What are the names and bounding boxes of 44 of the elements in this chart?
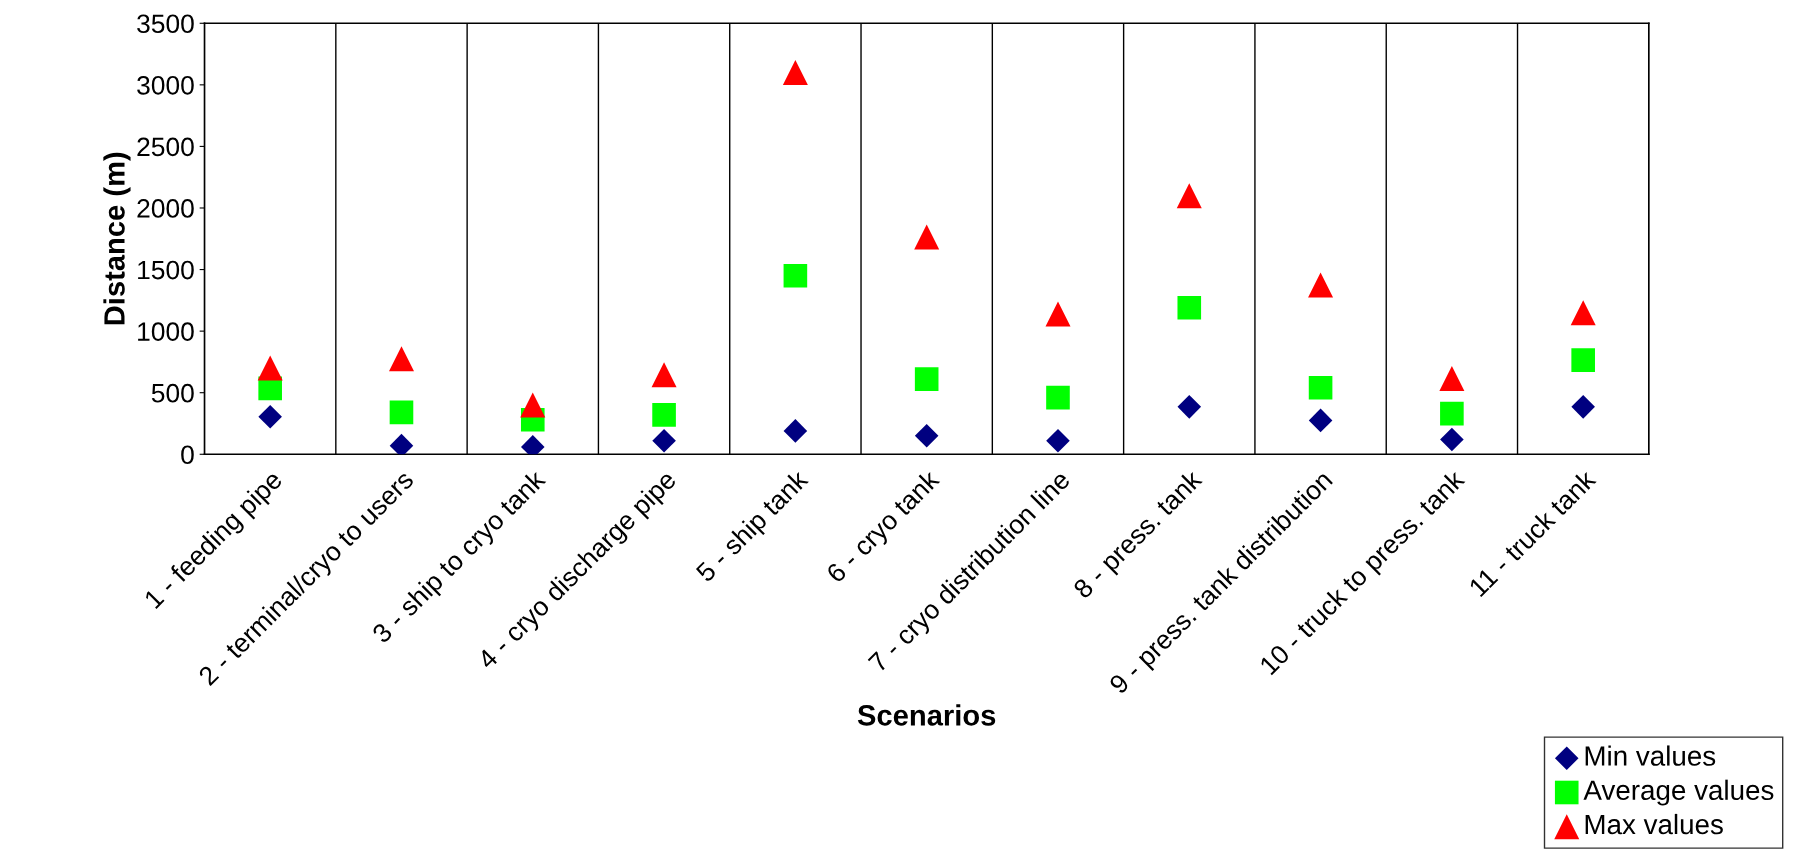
y-axis-title: Distance (m) [103,152,131,325]
x-tick-label: 5 - ship tank [694,468,813,587]
point [782,60,808,86]
point [1176,183,1202,209]
x-axis-title: Scenarios [857,704,996,726]
y-tick-label: 500 [151,383,194,403]
point [1177,295,1202,320]
point [1440,427,1464,452]
point [1308,272,1334,298]
point [389,400,414,425]
y-tick-label: 2500 [137,137,194,157]
point [257,355,283,381]
point [1308,408,1333,433]
y-tick-label: 1500 [138,260,194,280]
legend-label: Average values [1583,779,1774,806]
y-tick-label: 2000 [137,199,194,218]
y-tick-label: 1000 [138,322,194,341]
point [783,419,808,443]
y-tick-label: 3500 [137,14,194,34]
y-tick-label: 3000 [137,75,194,95]
point [914,224,940,250]
point [1046,428,1070,453]
point [914,424,939,448]
point [1308,375,1333,400]
point [388,346,414,372]
point [1177,395,1202,419]
point [1440,401,1464,426]
point [652,403,676,427]
legend-label: Min values [1585,745,1716,766]
point [652,428,676,453]
point [1439,366,1465,392]
point [914,367,939,391]
legend-label: Max values [1585,813,1723,835]
point [651,362,677,388]
point [1570,300,1596,326]
point [389,433,414,455]
point [258,404,282,429]
point [1571,395,1595,419]
point [1045,301,1071,327]
y-tick-label: 0 [181,445,194,465]
point [1046,385,1070,410]
point [1571,348,1595,372]
point [783,263,808,288]
point [520,392,546,418]
